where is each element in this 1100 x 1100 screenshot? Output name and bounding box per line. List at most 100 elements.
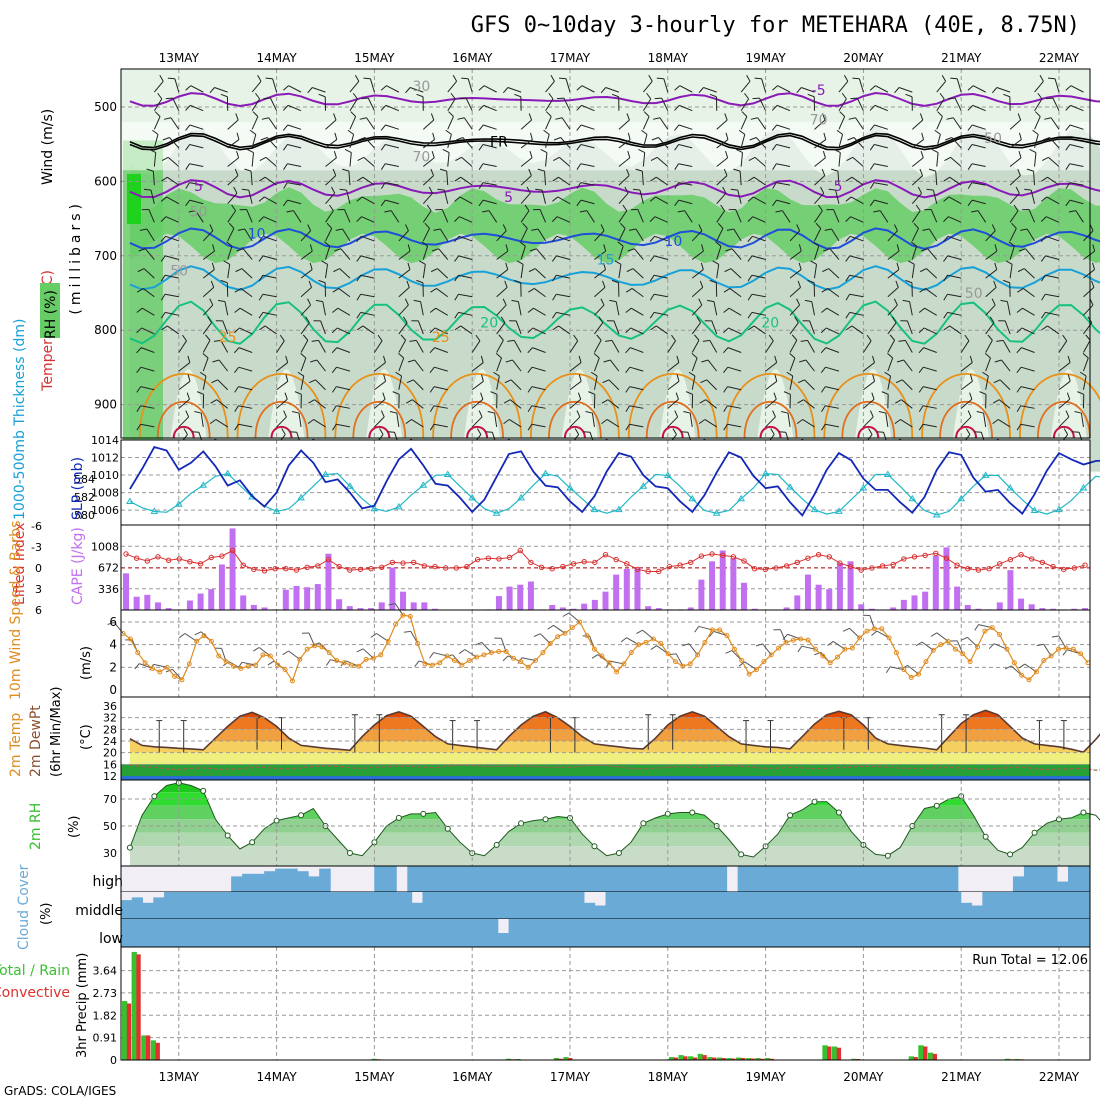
wind-barb [838,80,849,93]
wind-barb [789,340,798,353]
wind-barb [433,423,448,428]
wind-barb-flag [919,113,924,121]
wind-barb-flag [297,371,304,377]
wind-barb [202,375,207,390]
wind-barb [594,340,602,353]
wind-barb-flag [163,117,172,120]
wind-barb-flag [696,316,701,323]
wind-barb-flag [926,188,934,191]
wind-barb [985,250,998,260]
wind-barb-flag [821,405,826,412]
cloud-bar [715,866,728,892]
wind-barb-flag [677,210,685,213]
temp-tick: 20 [103,747,117,760]
cloud-bar [293,892,305,919]
isotherm-30-dome [743,401,798,439]
wind-barb-flag [380,163,386,170]
wind-barb [471,398,484,409]
wind-barb [374,416,385,428]
wind-barb [678,182,693,186]
wind-barb [320,320,326,335]
wind-tick: 4 [109,638,117,652]
wind-marker [938,642,944,648]
wind-barb-flag [773,392,777,400]
wind-barb-flag [1018,150,1022,158]
wind-barb [761,78,767,93]
cloud-bar [196,892,208,919]
rh2m-labels: 2m RH (%) [28,803,82,850]
wind-marker [952,646,958,652]
cloud-bar [540,892,553,919]
wind-barb-flag [333,150,337,158]
wind-barb-flag [428,186,433,194]
wind-barb-flag [894,419,901,425]
wind-barb [716,119,728,130]
cloud-bar [648,919,660,947]
wind-barb [926,268,938,279]
thickness-marker [346,482,354,489]
rh-clear-streak [855,369,892,438]
wind-barb [850,196,864,205]
lifted-index-label: Lifted Index [12,523,28,605]
wind-barb-flag [991,87,998,94]
wind-barb [398,269,411,279]
cloud-bar [831,892,843,919]
wind-barb [658,137,669,149]
wind-barb-flag [478,163,484,170]
wind-barb-flag [1041,312,1046,319]
wind-barb-flag [160,312,166,319]
wind-barb-flag [426,204,432,212]
cloud-bar [734,919,746,947]
wind-barb [227,210,237,223]
wind-marker [930,647,936,653]
wind-barb [153,98,163,111]
cape-bar [400,591,407,610]
wind-barb [858,78,864,93]
wind-barb [178,380,191,391]
wind-barb-flag [574,428,580,435]
wind-barb-flag [185,182,190,189]
wind-barb [633,248,644,260]
wind-barb-flag [445,129,452,135]
li-marker [304,564,310,570]
wind-barb-flag [210,399,217,404]
cloud-bar [713,919,725,947]
wind-barb [362,325,375,335]
wind-barb [265,156,277,167]
cloud-bar [820,892,833,919]
cape-bar [421,602,428,610]
wind-barb [811,301,815,316]
wind-barb [384,182,399,186]
contour-label: 50 [965,286,983,302]
wind-barb-flag [454,274,459,282]
li-marker [773,565,779,571]
wind-barb [1020,386,1035,391]
wind-barb [1069,143,1084,149]
li-marker [1050,563,1056,570]
wind-barb-flag [723,423,728,431]
wind-barb [465,97,473,111]
wind-barb-flag [356,255,362,262]
wind-barb-flag [185,105,191,111]
wind-barb-flag [234,168,239,176]
precip-tick: 0 [110,1054,117,1067]
wind-marker [245,663,251,669]
cloud-bar [308,876,320,892]
wind-barb [520,192,531,205]
li-marker [911,554,918,560]
wind-barb-flag [822,150,826,158]
wind-barb-flag [747,255,753,262]
wind-barb-flag [234,327,240,334]
wind-barb [765,416,776,428]
isotherm-25-dome [529,373,620,439]
li-marker [187,559,193,565]
wind-barb-flag [146,168,154,172]
cloud-bar [1079,919,1091,947]
cloud-bar [917,892,929,919]
cloud-bar [1023,866,1036,892]
wind-barb [1034,134,1039,149]
wind-barb [386,85,400,93]
li-marker [464,563,470,570]
wind-marker [385,638,391,644]
